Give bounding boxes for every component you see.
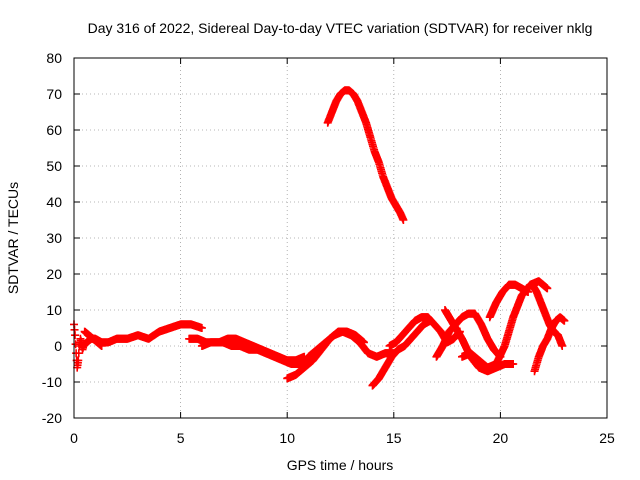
data-point <box>558 342 567 350</box>
series-trace-e <box>197 334 309 365</box>
data-point <box>560 316 569 325</box>
series-trace-h <box>323 86 408 224</box>
y-tick-label: -20 <box>42 410 62 426</box>
y-tick-label: 70 <box>46 86 62 102</box>
x-tick-label: 25 <box>599 430 615 446</box>
data-point <box>74 356 83 365</box>
data-point <box>74 349 83 358</box>
y-tick-label: 40 <box>46 194 62 210</box>
series-trace-c <box>80 327 106 350</box>
data-point <box>509 360 518 368</box>
x-tick-label: 20 <box>493 430 509 446</box>
data-point <box>97 342 106 350</box>
data-point <box>543 284 552 293</box>
y-tick-label: 0 <box>54 338 62 354</box>
x-tick-label: 15 <box>386 430 402 446</box>
grid <box>74 58 607 418</box>
data-point <box>399 216 408 224</box>
x-tick-label: 5 <box>177 430 185 446</box>
x-tick-label: 10 <box>279 430 295 446</box>
y-axis-label: SDTVAR / TECUs <box>5 182 21 294</box>
y-tick-label: -10 <box>42 374 62 390</box>
series-trace-p <box>530 313 569 376</box>
series-trace-g <box>304 327 398 361</box>
y-tick-label: 60 <box>46 122 62 138</box>
y-tick-label: 50 <box>46 158 62 174</box>
data-point <box>524 288 533 296</box>
y-tick-label: 80 <box>46 50 62 66</box>
y-tick-label: 10 <box>46 302 62 318</box>
data-point <box>71 331 80 340</box>
y-tick-label: 20 <box>46 266 62 282</box>
series-trace-o <box>528 280 567 350</box>
y-tick-label: 30 <box>46 230 62 246</box>
series-trace-n <box>485 280 533 322</box>
plot-frame <box>73 57 608 419</box>
chart-title: Day 316 of 2022, Sidereal Day-to-day VTE… <box>88 20 593 36</box>
x-tick-label: 0 <box>70 430 78 446</box>
x-axis-label: GPS time / hours <box>287 457 394 473</box>
data-points <box>70 86 569 390</box>
axis-ticks: 0 5 10 15 20 25 -20 -10 0 10 20 30 40 50 60 70 80 <box>42 50 615 446</box>
data-point <box>197 324 206 332</box>
